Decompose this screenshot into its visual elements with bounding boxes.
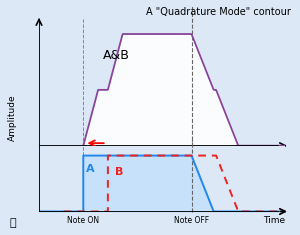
Text: Note ON: Note ON xyxy=(67,216,99,225)
Text: A: A xyxy=(86,164,94,174)
Text: B: B xyxy=(115,167,124,177)
Text: Amplitude: Amplitude xyxy=(8,94,16,141)
Text: Note OFF: Note OFF xyxy=(174,216,209,225)
Text: A&B: A&B xyxy=(103,49,130,63)
Text: A "Quadrature Mode" contour: A "Quadrature Mode" contour xyxy=(146,7,291,17)
Text: Time: Time xyxy=(263,216,285,225)
Text: 🔍: 🔍 xyxy=(9,218,16,228)
